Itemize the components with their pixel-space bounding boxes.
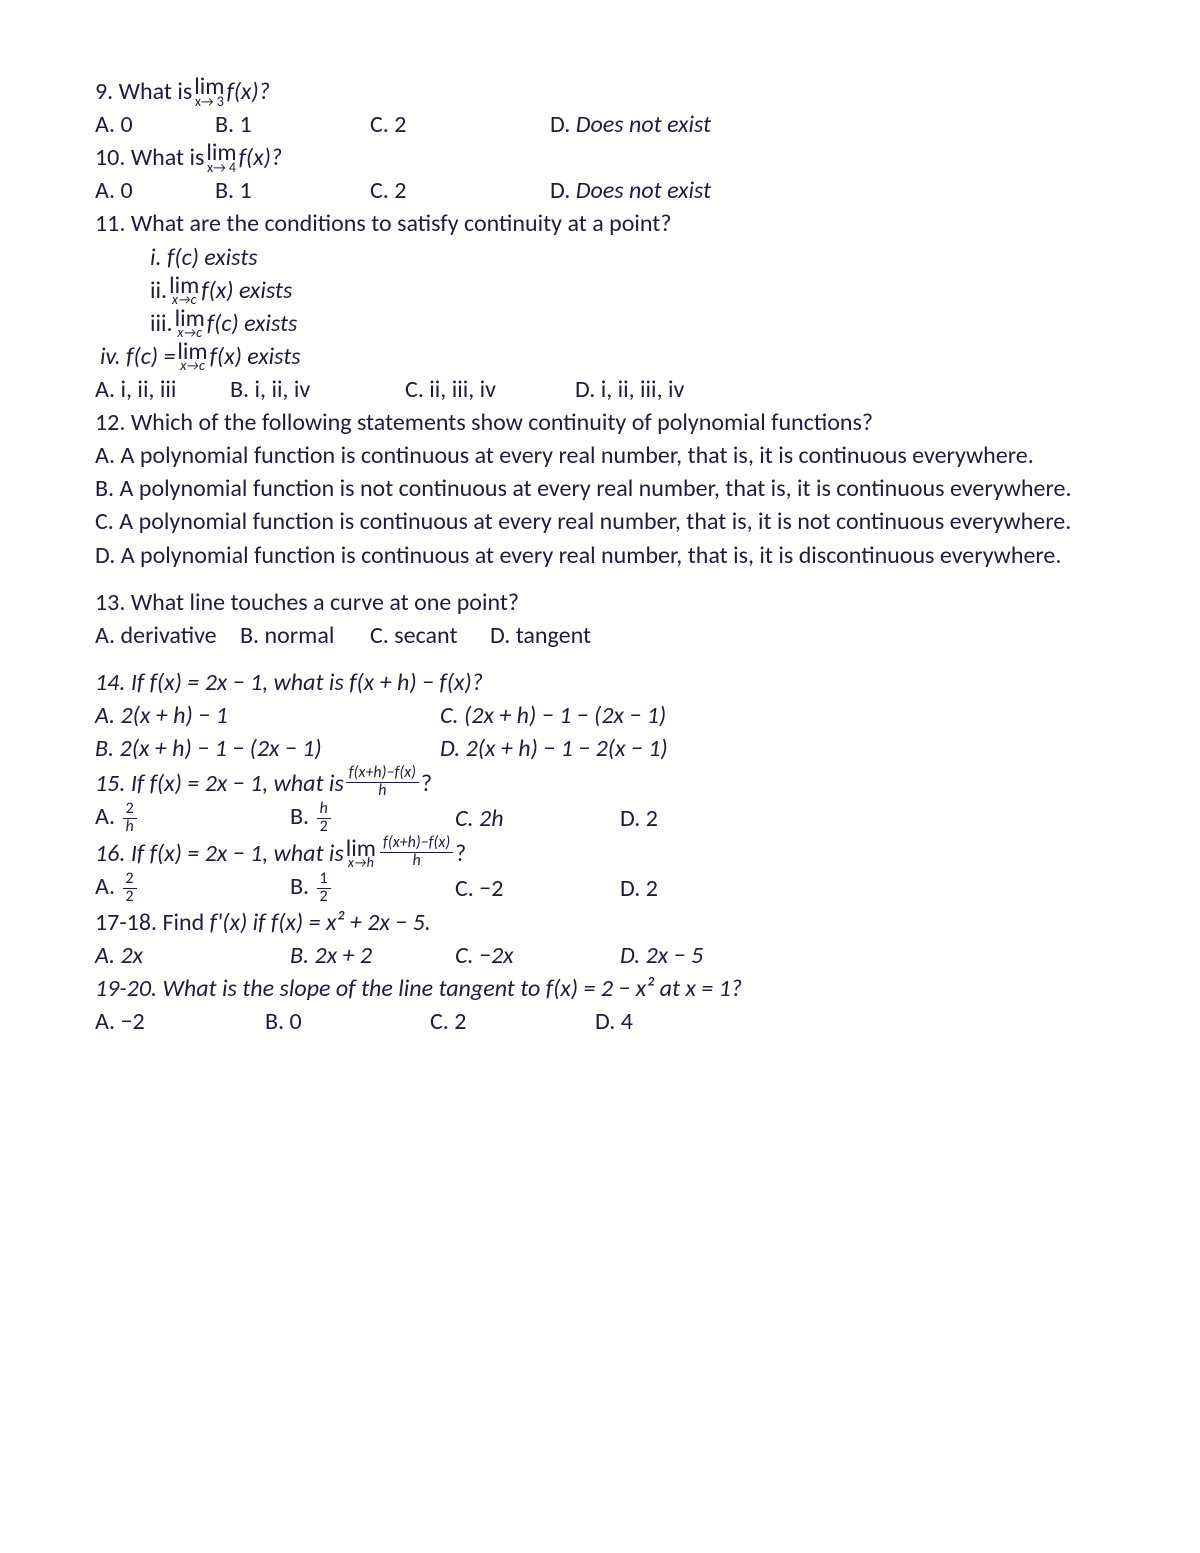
- q17-prompt-it: f'(x): [210, 908, 248, 937]
- limit-notation: lim x→h: [346, 838, 376, 870]
- q10: 10. What is lim x→ 4 f(x)? A. 0 B. 1 C. …: [95, 141, 1110, 207]
- q17-option-b: B. 2x + 2: [290, 939, 455, 972]
- q13-option-b: B. normal: [240, 619, 370, 652]
- q12-prompt: 12. Which of the following statements sh…: [95, 406, 1110, 439]
- q19-prompt: 19-20. What is the slope of the line tan…: [95, 972, 1110, 1005]
- q15-option-b: B. h2: [290, 800, 455, 836]
- q10-option-c: C. 2: [370, 174, 550, 207]
- q16: 16. If f(x) = 2x − 1, what is lim x→h f(…: [95, 835, 1110, 905]
- q11-i: i. f(c) exists: [150, 241, 1110, 274]
- q15-option-a: A. 2h: [95, 800, 290, 836]
- q9-prompt-pre: 9. What is: [95, 75, 192, 108]
- fraction: 12: [317, 871, 331, 906]
- q16-option-b: B. 12: [290, 870, 455, 906]
- q12-option-a: A. A polynomial function is continuous a…: [95, 439, 1110, 472]
- q11-iii: iii. lim x→c f(c) exists: [150, 307, 1110, 340]
- limit-notation: lim x→c: [175, 308, 205, 340]
- q12-option-c: C. A polynomial function is continuous a…: [95, 505, 1110, 538]
- q13-prompt: 13. What line touches a curve at one poi…: [95, 586, 1110, 619]
- q17-option-d: D. 2x − 5: [620, 939, 703, 972]
- q19-option-a: A. −2: [95, 1005, 265, 1038]
- q13: 13. What line touches a curve at one poi…: [95, 586, 1110, 652]
- q14: 14. If f(x) = 2x − 1, what is f(x + h) −…: [95, 666, 1110, 765]
- q19-20: 19-20. What is the slope of the line tan…: [95, 972, 1110, 1038]
- q13-option-a: A. derivative: [95, 619, 240, 652]
- q10-option-b: B. 1: [215, 174, 370, 207]
- fraction: 22: [123, 871, 137, 906]
- q11-prompt: 11. What are the conditions to satisfy c…: [95, 207, 1110, 240]
- q19-option-b: B. 0: [265, 1005, 430, 1038]
- q9-prompt-post: f(x)?: [226, 75, 269, 108]
- fraction: h2: [317, 801, 331, 836]
- limit-notation: lim x→ 3: [194, 76, 224, 108]
- limit-notation: lim x→c: [169, 275, 199, 307]
- q9-option-a: A. 0: [95, 108, 215, 141]
- q15-prompt-pre: 15. If f(x) = 2x − 1, what is: [95, 767, 344, 800]
- spacer: [95, 572, 1110, 586]
- q13-option-c: C. secant: [370, 619, 490, 652]
- quiz-page: 9. What is lim x→ 3 f(x)? A. 0 B. 1 C. 2…: [0, 0, 1200, 1113]
- q11-ii: ii. lim x→c f(x) exists: [150, 274, 1110, 307]
- q11-option-b: B. i, ii, iv: [230, 373, 405, 406]
- q14-option-b: B. 2(x + h) − 1 − (2x − 1): [95, 732, 440, 765]
- q11-option-a: A. i, ii, iii: [95, 373, 230, 406]
- q17-prompt-pre: 17-18. Find: [95, 908, 210, 937]
- q14-option-c: C. (2x + h) − 1 − (2x − 1): [440, 699, 666, 732]
- limit-notation: lim x→ 4: [206, 142, 236, 174]
- q12-option-b: B. A polynomial function is not continuo…: [95, 472, 1110, 505]
- q9-option-d: D. Does not exist: [550, 108, 711, 141]
- q10-prompt-post: f(x)?: [239, 141, 282, 174]
- q9: 9. What is lim x→ 3 f(x)? A. 0 B. 1 C. 2…: [95, 75, 1110, 141]
- q17-prompt-post: if f(x) = x² + 2x − 5.: [247, 908, 431, 937]
- fraction: f(x+h)−f(x) h: [346, 765, 419, 800]
- q16-prompt-pre: 16. If f(x) = 2x − 1, what is: [95, 837, 344, 870]
- q16-prompt-post: ?: [455, 837, 466, 870]
- q14-option-a: A. 2(x + h) − 1: [95, 699, 440, 732]
- q14-option-d: D. 2(x + h) − 1 − 2(x − 1): [440, 732, 668, 765]
- q15-option-d: D. 2: [620, 802, 658, 835]
- q19-option-c: C. 2: [430, 1005, 595, 1038]
- q11: 11. What are the conditions to satisfy c…: [95, 207, 1110, 406]
- q15-prompt-post: ?: [421, 767, 432, 800]
- q14-prompt: 14. If f(x) = 2x − 1, what is f(x + h) −…: [95, 666, 1110, 699]
- q11-iv: iv. f(c) = lim x→c f(x) exists: [100, 340, 1110, 373]
- q11-option-c: C. ii, iii, iv: [405, 373, 575, 406]
- q16-option-d: D. 2: [620, 872, 658, 905]
- q9-option-c: C. 2: [370, 108, 550, 141]
- q12-option-d: D. A polynomial function is continuous a…: [95, 539, 1110, 572]
- q16-option-a: A. 22: [95, 870, 290, 906]
- fraction: 2h: [123, 801, 137, 836]
- q12: 12. Which of the following statements sh…: [95, 406, 1110, 572]
- spacer: [95, 652, 1110, 666]
- q10-option-d: D. Does not exist: [550, 174, 711, 207]
- q16-option-c: C. −2: [455, 872, 620, 905]
- q13-option-d: D. tangent: [490, 619, 591, 652]
- q11-option-d: D. i, ii, iii, iv: [575, 373, 684, 406]
- q9-option-b: B. 1: [215, 108, 370, 141]
- q15: 15. If f(x) = 2x − 1, what is f(x+h)−f(x…: [95, 765, 1110, 835]
- limit-notation: lim x→c: [177, 341, 207, 373]
- fraction: f(x+h)−f(x) h: [380, 835, 453, 870]
- q15-option-c: C. 2h: [455, 802, 620, 835]
- q17-option-a: A. 2x: [95, 939, 290, 972]
- q10-prompt-pre: 10. What is: [95, 141, 204, 174]
- q19-option-d: D. 4: [595, 1005, 633, 1038]
- q10-option-a: A. 0: [95, 174, 215, 207]
- q17-18: 17-18. Find f'(x) if f(x) = x² + 2x − 5.…: [95, 906, 1110, 972]
- q17-option-c: C. −2x: [455, 939, 620, 972]
